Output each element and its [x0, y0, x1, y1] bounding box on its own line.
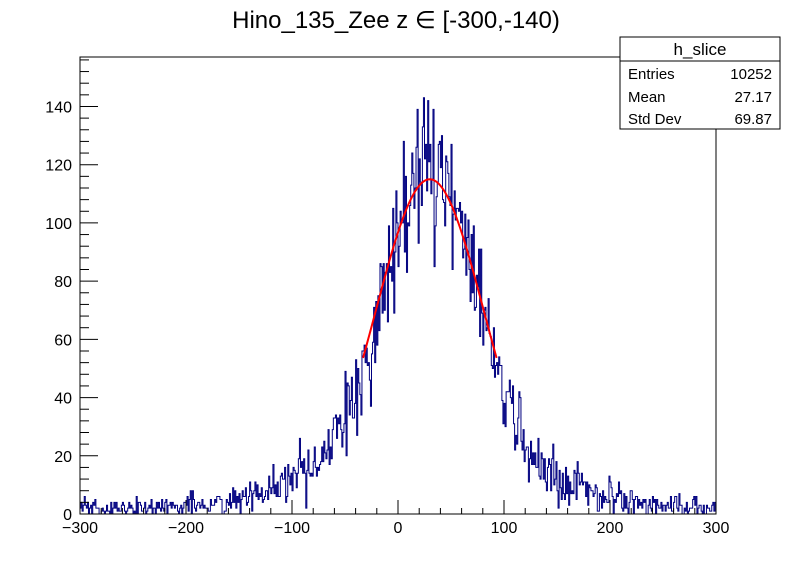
x-tick-label: −200 — [168, 520, 204, 537]
x-tick-label: 300 — [703, 520, 730, 537]
stats-mean-label: Mean — [628, 89, 666, 106]
axes: −300 −200 −100 0 100 200 300 0 20 40 60 80 100 120 140 — [45, 59, 730, 537]
y-tick-label: 80 — [54, 274, 72, 291]
gaussian-fit — [362, 178, 498, 359]
y-tick-label: 140 — [45, 99, 72, 116]
x-tick-label: 200 — [597, 520, 624, 537]
stats-title: h_slice — [674, 40, 727, 59]
stats-stddev-label: Std Dev — [628, 111, 682, 128]
x-tick-label: 100 — [491, 520, 518, 537]
histogram-line — [80, 97, 716, 515]
histogram-series — [80, 97, 716, 515]
chart-title: Hino_135_Zee z ∈ [-300,-140) — [232, 7, 560, 34]
stats-stddev-value: 69.87 — [734, 111, 772, 128]
x-tick-label: −300 — [62, 520, 98, 537]
y-tick-label: 60 — [54, 332, 72, 349]
stats-box-frame — [619, 36, 781, 130]
stats-mean-value: 27.17 — [734, 89, 772, 106]
stats-entries-value: 10252 — [730, 66, 772, 83]
y-tick-label: 100 — [45, 216, 72, 233]
y-tick-label: 0 — [63, 507, 72, 524]
y-tick-label: 20 — [54, 449, 72, 466]
x-tick-label: −100 — [274, 520, 310, 537]
stats-box: h_slice Entries 10252 Mean 27.17 Std Dev… — [619, 36, 781, 130]
y-tick-label: 120 — [45, 158, 72, 175]
stats-entries-label: Entries — [628, 66, 675, 83]
y-tick-label: 40 — [54, 391, 72, 408]
x-tick-label: 0 — [394, 520, 403, 537]
fit-curve — [362, 178, 498, 359]
